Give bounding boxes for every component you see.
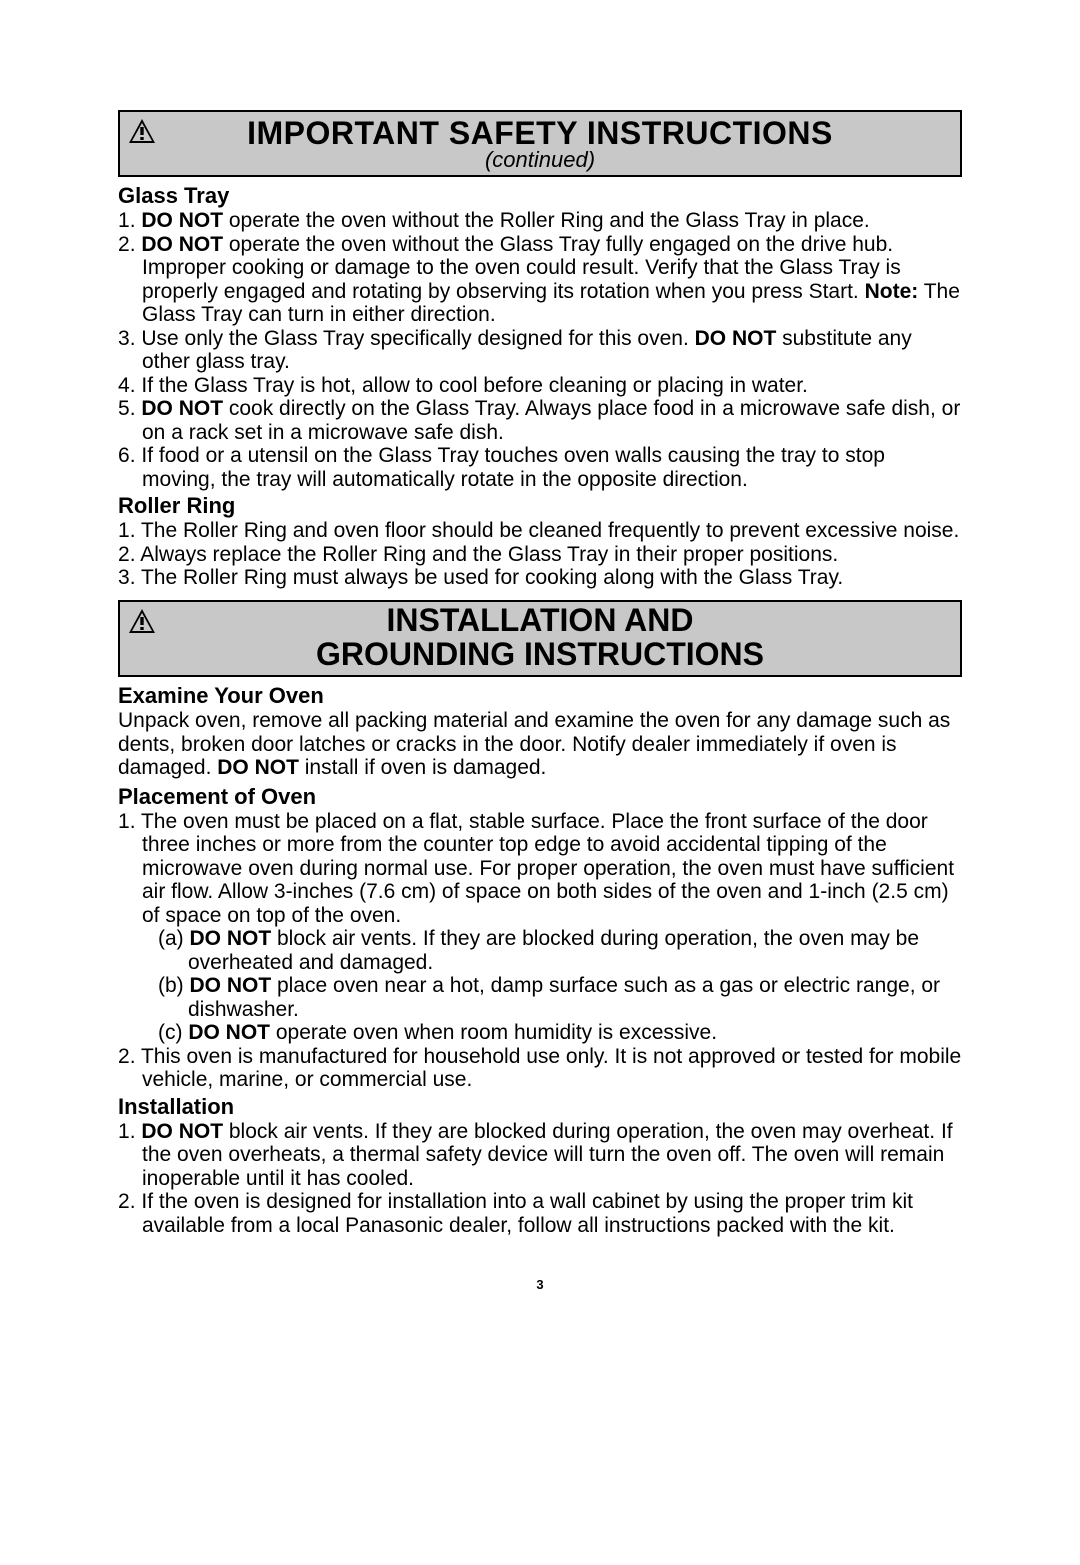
placement-list: The oven must be placed on a flat, stabl… xyxy=(118,810,962,928)
list-item: DO NOT operate the oven without the Glas… xyxy=(118,233,962,327)
list-item: Always replace the Roller Ring and the G… xyxy=(118,543,962,567)
placement-list-2: This oven is manufactured for household … xyxy=(118,1045,962,1092)
page-number: 3 xyxy=(118,1277,962,1292)
installation-title-line2: GROUNDING INSTRUCTIONS xyxy=(128,638,952,672)
list-item: This oven is manufactured for household … xyxy=(118,1045,962,1092)
installation-box: INSTALLATION AND GROUNDING INSTRUCTIONS xyxy=(118,600,962,677)
list-item: If the oven is designed for installation… xyxy=(118,1190,962,1237)
list-item: DO NOT block air vents. If they are bloc… xyxy=(118,1120,962,1191)
glass-tray-list: DO NOT operate the oven without the Roll… xyxy=(118,209,962,491)
warning-icon xyxy=(128,608,156,639)
installation-list: DO NOT block air vents. If they are bloc… xyxy=(118,1120,962,1238)
roller-ring-list: The Roller Ring and oven floor should be… xyxy=(118,519,962,590)
list-item: If the Glass Tray is hot, allow to cool … xyxy=(118,374,962,398)
examine-paragraph: Unpack oven, remove all packing material… xyxy=(118,709,962,780)
list-item: The oven must be placed on a flat, stabl… xyxy=(118,810,962,928)
safety-subtitle: (continued) xyxy=(128,149,952,171)
placement-heading: Placement of Oven xyxy=(118,784,962,810)
list-item: DO NOT operate the oven without the Roll… xyxy=(118,209,962,233)
safety-instructions-box: IMPORTANT SAFETY INSTRUCTIONS (continued… xyxy=(118,110,962,177)
sub-item: (b) DO NOT place oven near a hot, damp s… xyxy=(118,974,962,1021)
glass-tray-heading: Glass Tray xyxy=(118,183,962,209)
installation-heading: Installation xyxy=(118,1094,962,1120)
list-item: Use only the Glass Tray specifically des… xyxy=(118,327,962,374)
list-item: If food or a utensil on the Glass Tray t… xyxy=(118,444,962,491)
roller-ring-heading: Roller Ring xyxy=(118,493,962,519)
warning-icon xyxy=(128,118,156,149)
list-item: The Roller Ring must always be used for … xyxy=(118,566,962,590)
examine-heading: Examine Your Oven xyxy=(118,683,962,709)
safety-title: IMPORTANT SAFETY INSTRUCTIONS xyxy=(128,116,952,151)
list-item: The Roller Ring and oven floor should be… xyxy=(118,519,962,543)
sub-item: (c) DO NOT operate oven when room humidi… xyxy=(118,1021,962,1045)
sub-item: (a) DO NOT block air vents. If they are … xyxy=(118,927,962,974)
list-item: DO NOT cook directly on the Glass Tray. … xyxy=(118,397,962,444)
installation-title-line1: INSTALLATION AND xyxy=(128,604,952,638)
